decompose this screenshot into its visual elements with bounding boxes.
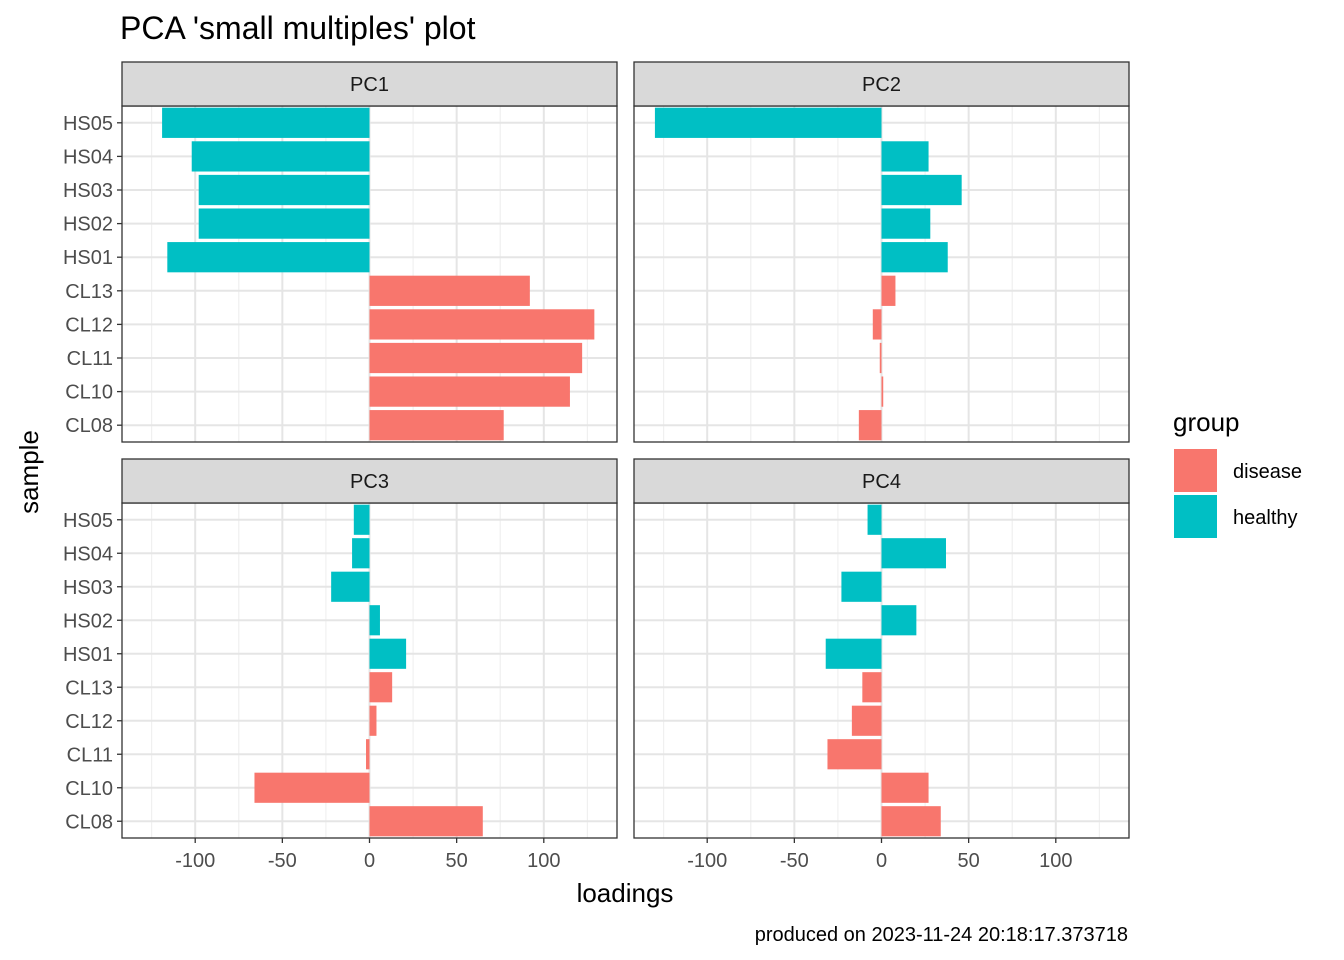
bar-pc4-cl11 xyxy=(827,739,882,770)
bar-pc1-hs05 xyxy=(162,107,370,138)
y-tick-label: HS01 xyxy=(63,247,113,269)
y-tick-label: CL11 xyxy=(67,348,113,370)
panel-pc1: PC1 CL08 CL10 CL11 CL12 CL13 HS01 HS02 HS03 HS04 H… xyxy=(63,61,618,443)
bar-pc2-cl08 xyxy=(858,410,882,441)
bar-pc4-hs05 xyxy=(867,504,882,535)
y-tick-label: CL10 xyxy=(65,778,113,800)
chart-title: PCA 'small multiples' plot xyxy=(120,10,476,46)
bar-pc3-cl11 xyxy=(366,739,370,770)
bar-pc3-hs04 xyxy=(352,538,370,569)
bar-pc2-cl11 xyxy=(879,342,882,374)
bar-pc1-cl12 xyxy=(369,309,595,340)
y-tick-label: HS01 xyxy=(63,644,113,666)
bar-pc2-cl12 xyxy=(872,309,882,340)
x-axis-label: loadings xyxy=(577,878,674,908)
bar-pc1-hs04 xyxy=(191,141,370,172)
x-tick-label: 50 xyxy=(446,850,468,872)
y-tick-label: CL12 xyxy=(65,314,113,336)
y-tick-label: CL11 xyxy=(67,744,113,766)
y-axis-label: sample xyxy=(14,430,44,514)
bar-pc4-cl08 xyxy=(881,806,941,837)
strip-background xyxy=(633,458,1130,504)
x-tick-label: -50 xyxy=(780,850,809,872)
bar-pc1-hs03 xyxy=(198,174,370,206)
x-tick-label: 50 xyxy=(958,850,980,872)
bar-pc2-hs01 xyxy=(881,242,948,273)
legend-key-disease xyxy=(1174,449,1217,492)
bar-pc2-cl10 xyxy=(881,376,884,407)
y-tick-label: HS05 xyxy=(63,113,113,135)
bar-pc3-hs03 xyxy=(331,571,370,602)
bar-pc1-cl11 xyxy=(369,342,583,374)
bar-pc2-hs03 xyxy=(881,174,962,206)
y-tick-label: CL13 xyxy=(65,281,113,303)
bar-pc3-cl13 xyxy=(369,672,393,703)
strip-background xyxy=(121,61,618,107)
legend: group disease healthy xyxy=(1173,407,1302,538)
strip-background xyxy=(121,458,618,504)
bar-pc4-hs03 xyxy=(841,571,882,602)
bar-pc2-hs05 xyxy=(654,107,882,138)
x-tick-label: 0 xyxy=(364,850,375,872)
bar-pc4-hs04 xyxy=(881,538,946,569)
legend-label-disease: disease xyxy=(1233,461,1302,483)
bar-pc3-cl08 xyxy=(369,806,483,837)
y-tick-label: CL08 xyxy=(65,415,113,437)
bar-pc4-cl13 xyxy=(862,672,882,703)
y-tick-label: HS02 xyxy=(63,610,113,632)
legend-label-healthy: healthy xyxy=(1233,507,1298,529)
bar-pc4-cl10 xyxy=(881,772,929,803)
bar-pc3-cl10 xyxy=(254,772,370,803)
strip-background xyxy=(633,61,1130,107)
bar-pc3-cl12 xyxy=(369,705,377,736)
panel-pc4: PC4 -100 -50 0 50 100 xyxy=(633,458,1130,872)
bar-pc2-hs04 xyxy=(881,141,929,172)
bar-pc4-cl12 xyxy=(851,705,882,736)
y-tick-label: HS03 xyxy=(63,577,113,599)
bar-pc3-hs05 xyxy=(353,504,370,535)
panel-pc3: PC3 CL08 CL10 CL11 CL12 CL13 HS01 HS02 HS03 HS04 H… xyxy=(63,458,618,872)
y-tick-label: HS04 xyxy=(63,543,113,565)
bar-pc1-hs01 xyxy=(167,242,370,273)
y-tick-label: HS05 xyxy=(63,510,113,532)
bar-pc3-hs02 xyxy=(369,605,380,636)
y-tick-label: HS04 xyxy=(63,146,113,168)
bar-pc1-cl13 xyxy=(369,275,530,306)
y-tick-label: CL12 xyxy=(65,711,113,733)
strip-label: PC4 xyxy=(862,471,901,493)
bar-pc4-hs02 xyxy=(881,605,917,636)
x-tick-label: -50 xyxy=(268,850,297,872)
bar-pc1-cl08 xyxy=(369,410,504,441)
y-tick-label: CL08 xyxy=(65,811,113,833)
strip-label: PC1 xyxy=(350,74,389,96)
x-tick-label: 100 xyxy=(527,850,560,872)
y-tick-label: HS03 xyxy=(63,180,113,202)
strip-label: PC2 xyxy=(862,74,901,96)
legend-key-healthy xyxy=(1174,495,1217,538)
panel-pc2: PC2 xyxy=(633,61,1130,443)
x-tick-label: -100 xyxy=(175,850,215,872)
x-tick-label: 100 xyxy=(1039,850,1072,872)
bar-pc2-cl13 xyxy=(881,275,896,306)
legend-title: group xyxy=(1173,407,1240,437)
y-tick-label: CL13 xyxy=(65,677,113,699)
strip-label: PC3 xyxy=(350,471,389,493)
caption: produced on 2023-11-24 20:18:17.373718 xyxy=(755,924,1128,946)
x-tick-label: 0 xyxy=(876,850,887,872)
bar-pc3-hs01 xyxy=(369,638,407,669)
y-tick-label: HS02 xyxy=(63,214,113,236)
x-tick-label: -100 xyxy=(687,850,727,872)
y-tick-label: CL10 xyxy=(65,382,113,404)
bar-pc1-cl10 xyxy=(369,376,570,407)
bar-pc2-hs02 xyxy=(881,208,931,239)
facet-panels: PC1 CL08 CL10 CL11 CL12 CL13 HS01 HS02 HS03 HS04 H… xyxy=(63,61,1130,872)
bar-pc4-hs01 xyxy=(825,638,882,669)
bar-pc1-hs02 xyxy=(198,208,370,239)
